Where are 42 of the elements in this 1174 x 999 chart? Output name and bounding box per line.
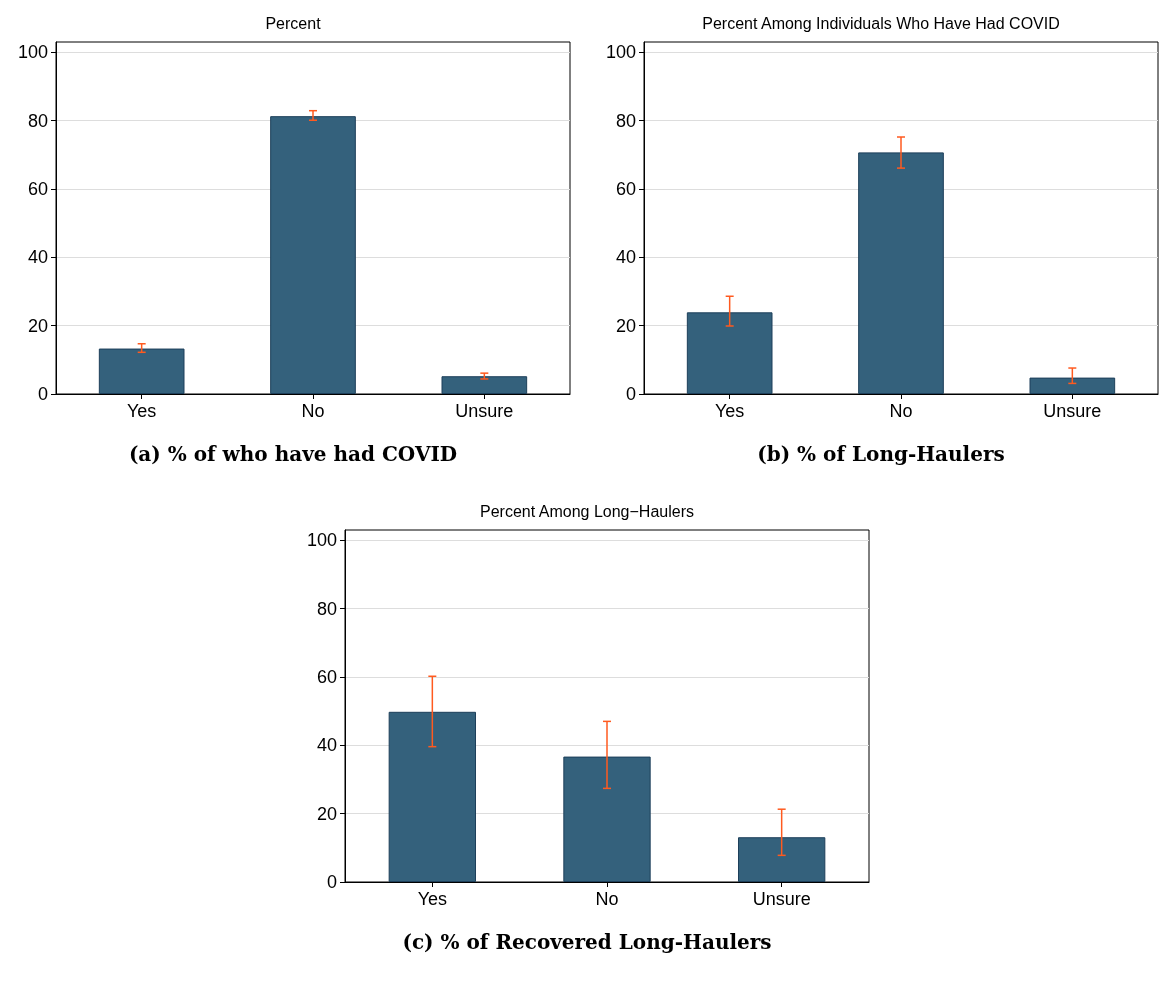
bar [686,312,773,394]
x-tick-label: Yes [714,401,745,421]
x-tick-label: No [301,401,325,421]
x-tick-label: No [595,889,619,909]
bar [441,376,528,394]
y-tick-label: 20 [615,315,636,336]
text: (c) % of Recovered Long-Haulers [401,930,773,954]
x-tick-label: Unsure [455,401,514,421]
chart-title: Percent Among Long−Haulers [480,502,694,520]
y-tick-label: 80 [27,110,48,131]
y-tick-label: 100 [17,42,48,63]
bar [98,348,185,394]
y-tick-label: 60 [27,178,48,199]
bar [388,711,476,882]
x-tick-label: Yes [417,889,448,909]
y-tick-label: 20 [27,315,48,336]
y-tick-label: 60 [615,178,636,199]
x-tick-label: Unsure [752,889,811,909]
y-tick-label: 100 [306,530,337,551]
y-tick-label: 100 [605,42,636,63]
y-tick-label: 40 [316,735,337,756]
y-tick-label: 40 [27,247,48,268]
text: (a) % of who have had COVID [127,442,459,466]
y-tick-label: 20 [316,803,337,824]
text: (b) % of Long-Haulers [756,442,1006,466]
x-tick-label: Unsure [1043,401,1102,421]
bar [738,837,826,882]
bar [858,152,944,394]
chart-title: Percent [265,14,322,32]
bar [270,116,356,394]
y-tick-label: 0 [37,384,48,404]
y-tick-label: 40 [615,247,636,268]
x-tick-label: Yes [126,401,157,421]
y-tick-label: 80 [615,110,636,131]
y-tick-label: 80 [316,598,337,619]
chart-title: Percent Among Individuals Who Have Had COVID [702,14,1060,32]
y-tick-label: 60 [316,666,337,687]
bar [563,756,651,882]
bar [1029,377,1116,394]
y-tick-label: 0 [326,872,337,892]
y-tick-label: 0 [625,384,636,404]
x-tick-label: No [889,401,913,421]
